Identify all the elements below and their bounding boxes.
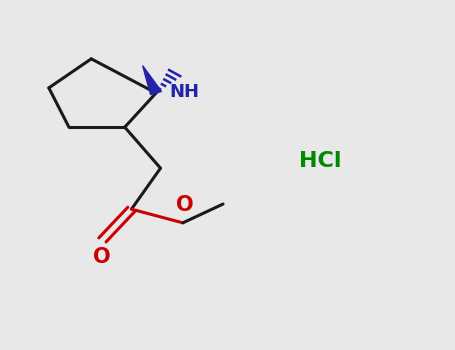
Polygon shape: [142, 66, 162, 94]
Text: O: O: [93, 247, 111, 267]
Text: NH: NH: [169, 83, 199, 101]
Text: O: O: [176, 195, 194, 215]
Text: HCl: HCl: [299, 151, 341, 172]
